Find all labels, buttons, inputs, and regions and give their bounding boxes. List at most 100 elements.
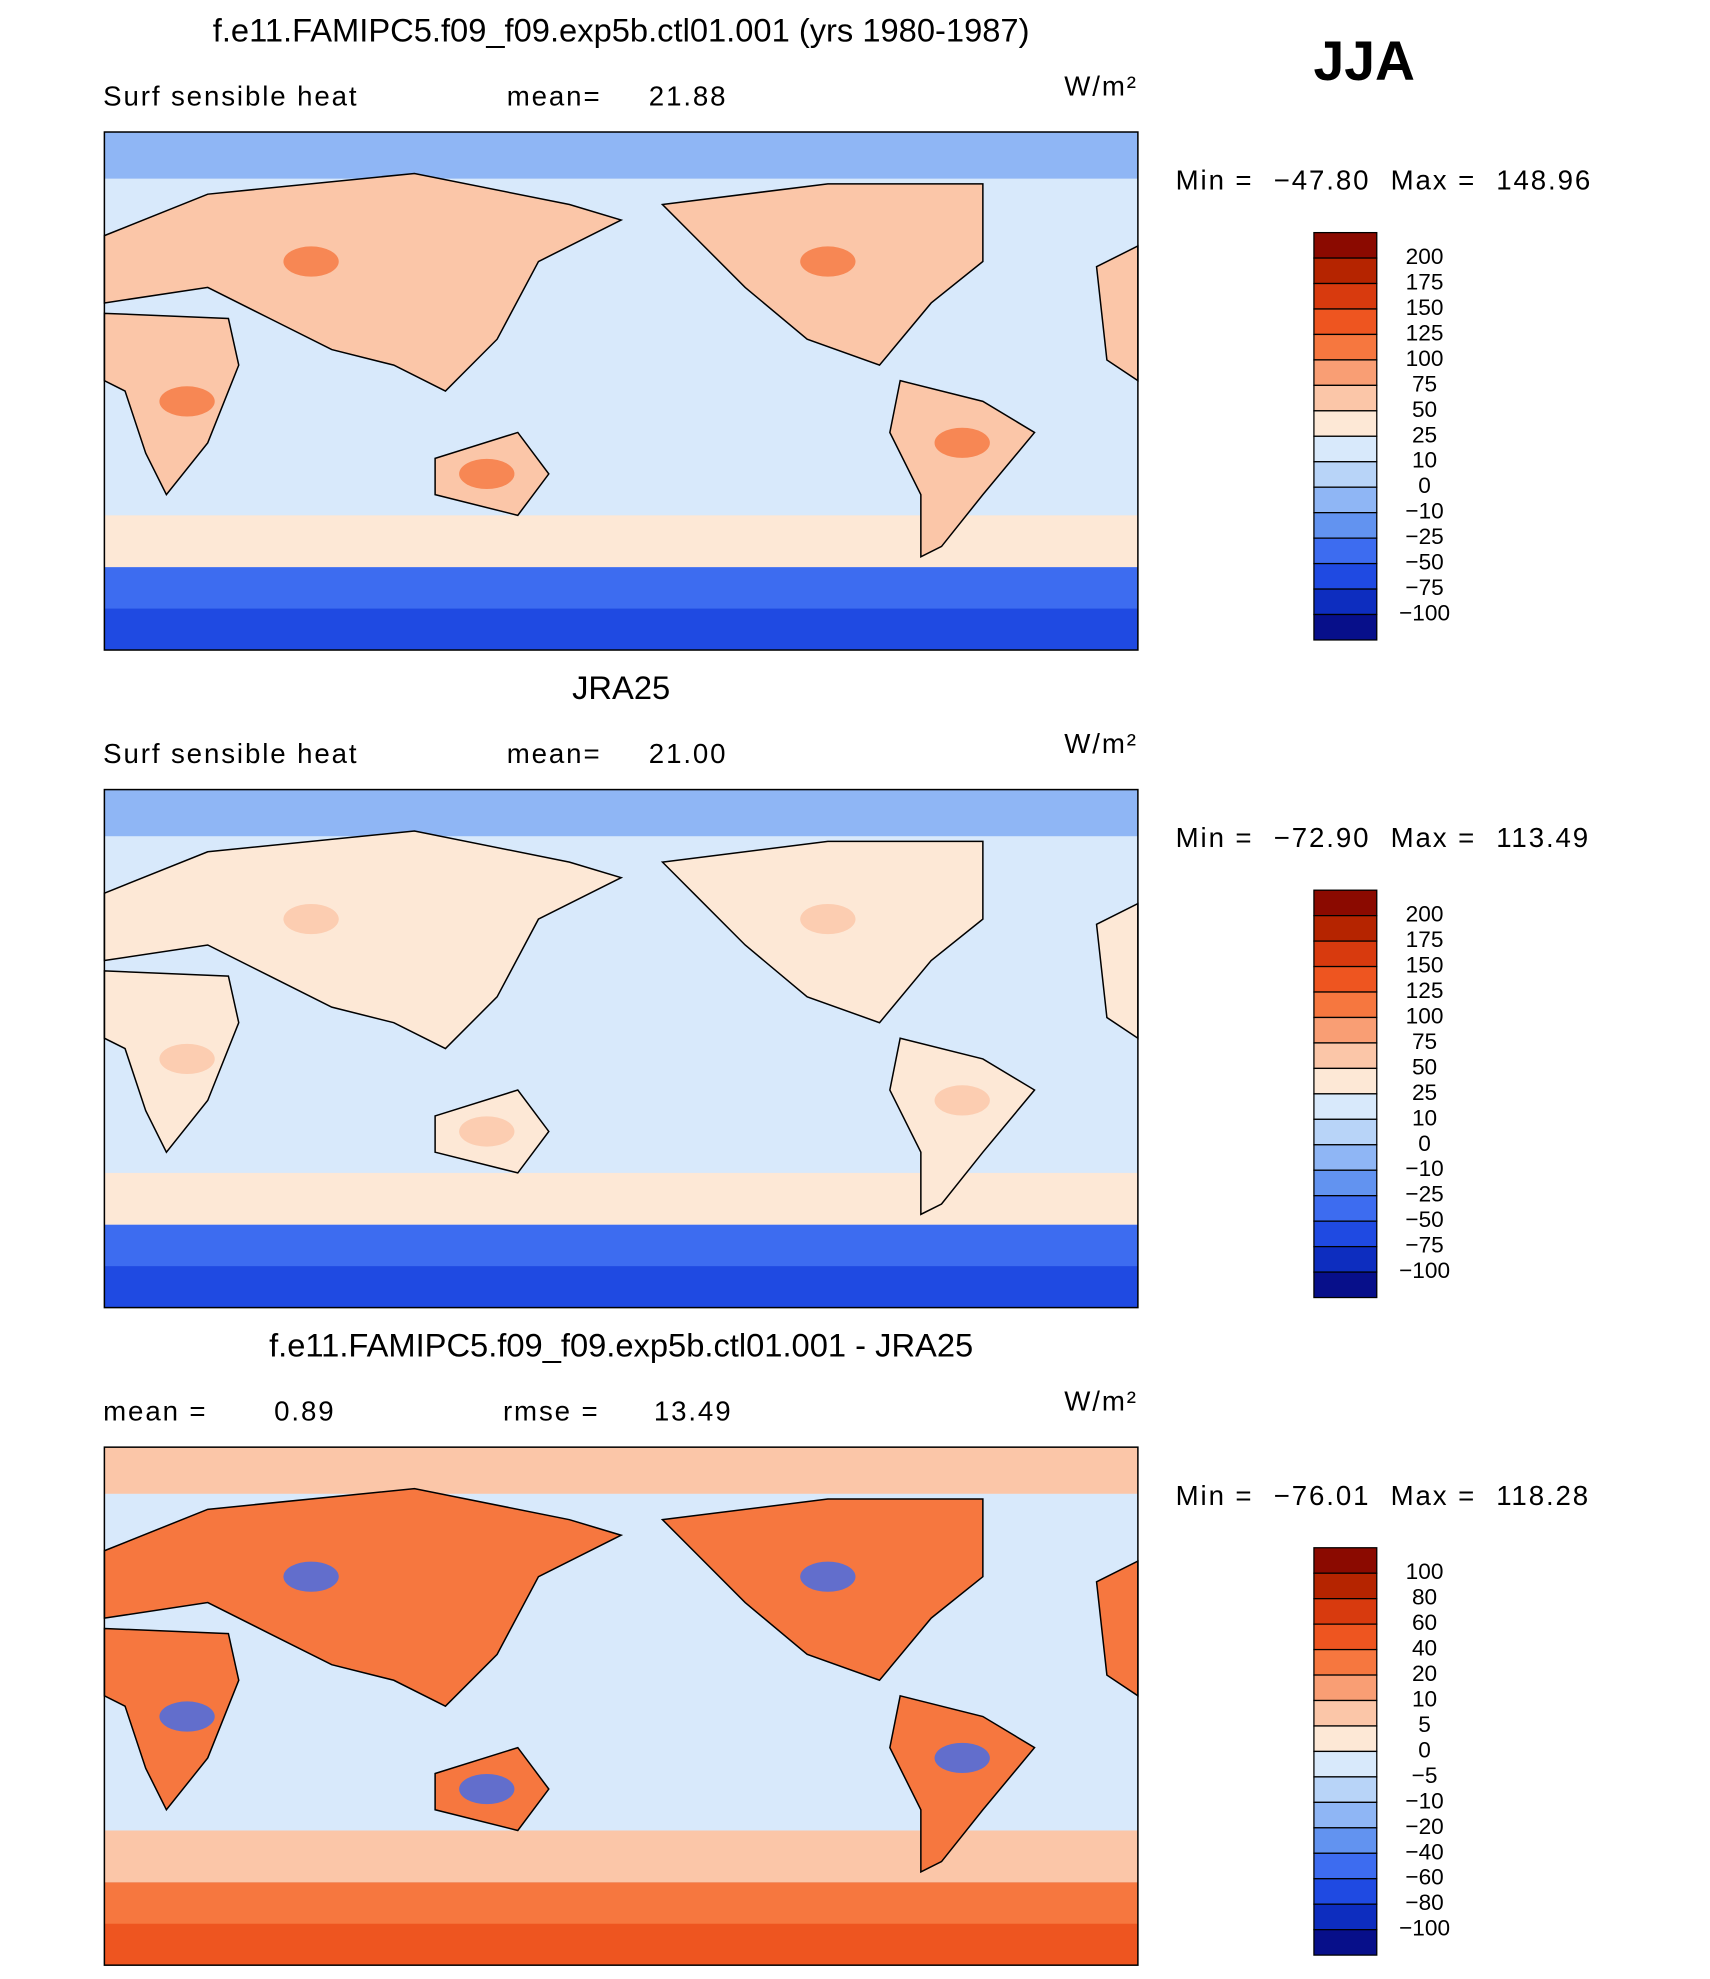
colorbar-label: −60 [1405,1865,1443,1890]
colorbar-swatch [1313,1245,1378,1273]
colorbar-swatch [1313,410,1378,437]
colorbar-label: 150 [1406,295,1444,320]
colorbar-label: −50 [1405,550,1443,575]
colorbar-swatch [1313,1827,1378,1854]
colorbar-swatch [1313,1598,1378,1625]
colorbar-swatch [1313,1067,1378,1095]
colorbar-label: 125 [1406,978,1444,1003]
panel-stat: 13.49 [654,1396,733,1427]
continent [103,1487,624,1708]
colorbar-label: −100 [1399,600,1450,625]
panel-stat: 21.88 [649,80,728,111]
panel-stat: 21.00 [649,738,728,769]
colorbar-label: 200 [1406,902,1444,927]
max-label: Max = [1391,165,1477,196]
colorbar-label: −25 [1405,1182,1443,1207]
colorbar-swatch [1313,1271,1378,1299]
colorbar-swatch [1313,1878,1378,1905]
colorbar-label: 10 [1412,1105,1437,1130]
colorbar-swatch [1313,940,1378,968]
colorbar-swatch [1313,1042,1378,1070]
southern-band [104,1172,1138,1225]
colorbar-swatch [1313,1016,1378,1044]
anomaly [800,904,856,935]
continent [889,1694,1036,1874]
map [103,788,1139,1309]
units: W/m² [1064,728,1138,759]
colorbar-swatch [1313,1750,1378,1778]
colorbar-swatch [1313,1547,1378,1574]
colorbar-label: 60 [1412,1610,1437,1635]
antarctic [104,1923,1138,1966]
colorbar-swatch [1313,1118,1378,1146]
panel-stat: mean= [507,738,602,769]
colorbar-label: 10 [1412,1686,1437,1711]
colorbar-label: −10 [1405,1156,1443,1181]
colorbar-label: −10 [1405,1788,1443,1813]
anomaly [934,1085,990,1116]
anomaly [934,1742,990,1774]
colorbar-label: 150 [1406,953,1444,978]
panel-title: f.e11.FAMIPC5.f09_f09.exp5b.ctl01.001 - … [269,1326,973,1363]
anomaly [459,1116,515,1147]
panel-stat: Surf sensible heat [103,738,358,769]
colorbar-swatch [1313,1852,1378,1880]
colorbar-swatch [1313,231,1378,259]
panel-stat: Surf sensible heat [103,80,358,111]
anomaly [934,427,990,458]
colorbar-swatch [1313,1195,1378,1222]
colorbar-swatch [1313,1144,1378,1171]
panel-title: f.e11.FAMIPC5.f09_f09.exp5b.ctl01.001 (y… [213,11,1030,48]
map-frame [103,788,1139,1309]
colorbar-swatch [1313,965,1378,993]
anomaly [283,1561,339,1592]
colorbar-label: 0 [1418,1737,1431,1762]
anomaly [459,458,515,489]
colorbar-label: −20 [1405,1814,1443,1839]
colorbar-label: 80 [1412,1585,1437,1610]
season-label: JJA [1313,30,1414,92]
antarctic [104,608,1138,651]
southern-band [104,1830,1138,1883]
anomaly [159,386,215,417]
anomaly [159,1701,215,1732]
min-label: Min = [1176,822,1254,853]
colorbar-label: 200 [1406,244,1444,269]
panel-stat: rmse = [503,1396,600,1427]
colorbar-label: 20 [1412,1661,1437,1686]
colorbar-label: 100 [1406,1003,1444,1028]
max-value: 148.96 [1496,165,1592,196]
colorbar-swatch [1313,333,1378,361]
colorbar-swatch [1313,991,1378,1019]
map [103,131,1139,651]
colorbar-swatch [1313,1623,1378,1651]
anomaly [159,1043,215,1075]
colorbar-swatch [1313,1929,1378,1956]
colorbar-swatch [1313,588,1378,616]
arctic [104,1447,1138,1494]
map-frame [103,131,1139,651]
colorbar-swatch [1313,1648,1378,1676]
colorbar-label: −10 [1405,499,1443,524]
max-label: Max = [1391,1480,1477,1511]
colorbar-swatch [1313,1699,1378,1727]
colorbar-label: 50 [1412,397,1437,422]
colorbar-swatch [1313,435,1378,463]
anomaly [800,246,856,277]
colorbar-swatch [1313,1725,1378,1753]
max-label: Max = [1391,822,1477,853]
colorbar-swatch [1313,461,1378,488]
arctic [104,789,1138,837]
colorbar-label: −100 [1399,1916,1450,1941]
max-value: 118.28 [1496,1480,1590,1511]
min-label: Min = [1176,165,1254,196]
colorbar-label: −50 [1405,1207,1443,1232]
panel-title: JRA25 [572,669,670,706]
anomaly [459,1773,515,1805]
colorbar-swatch [1313,384,1378,412]
colorbar-label: 5 [1418,1712,1431,1737]
min-value: −72.90 [1274,822,1371,853]
colorbar-label: 100 [1406,1559,1444,1584]
anomaly [800,1561,856,1592]
